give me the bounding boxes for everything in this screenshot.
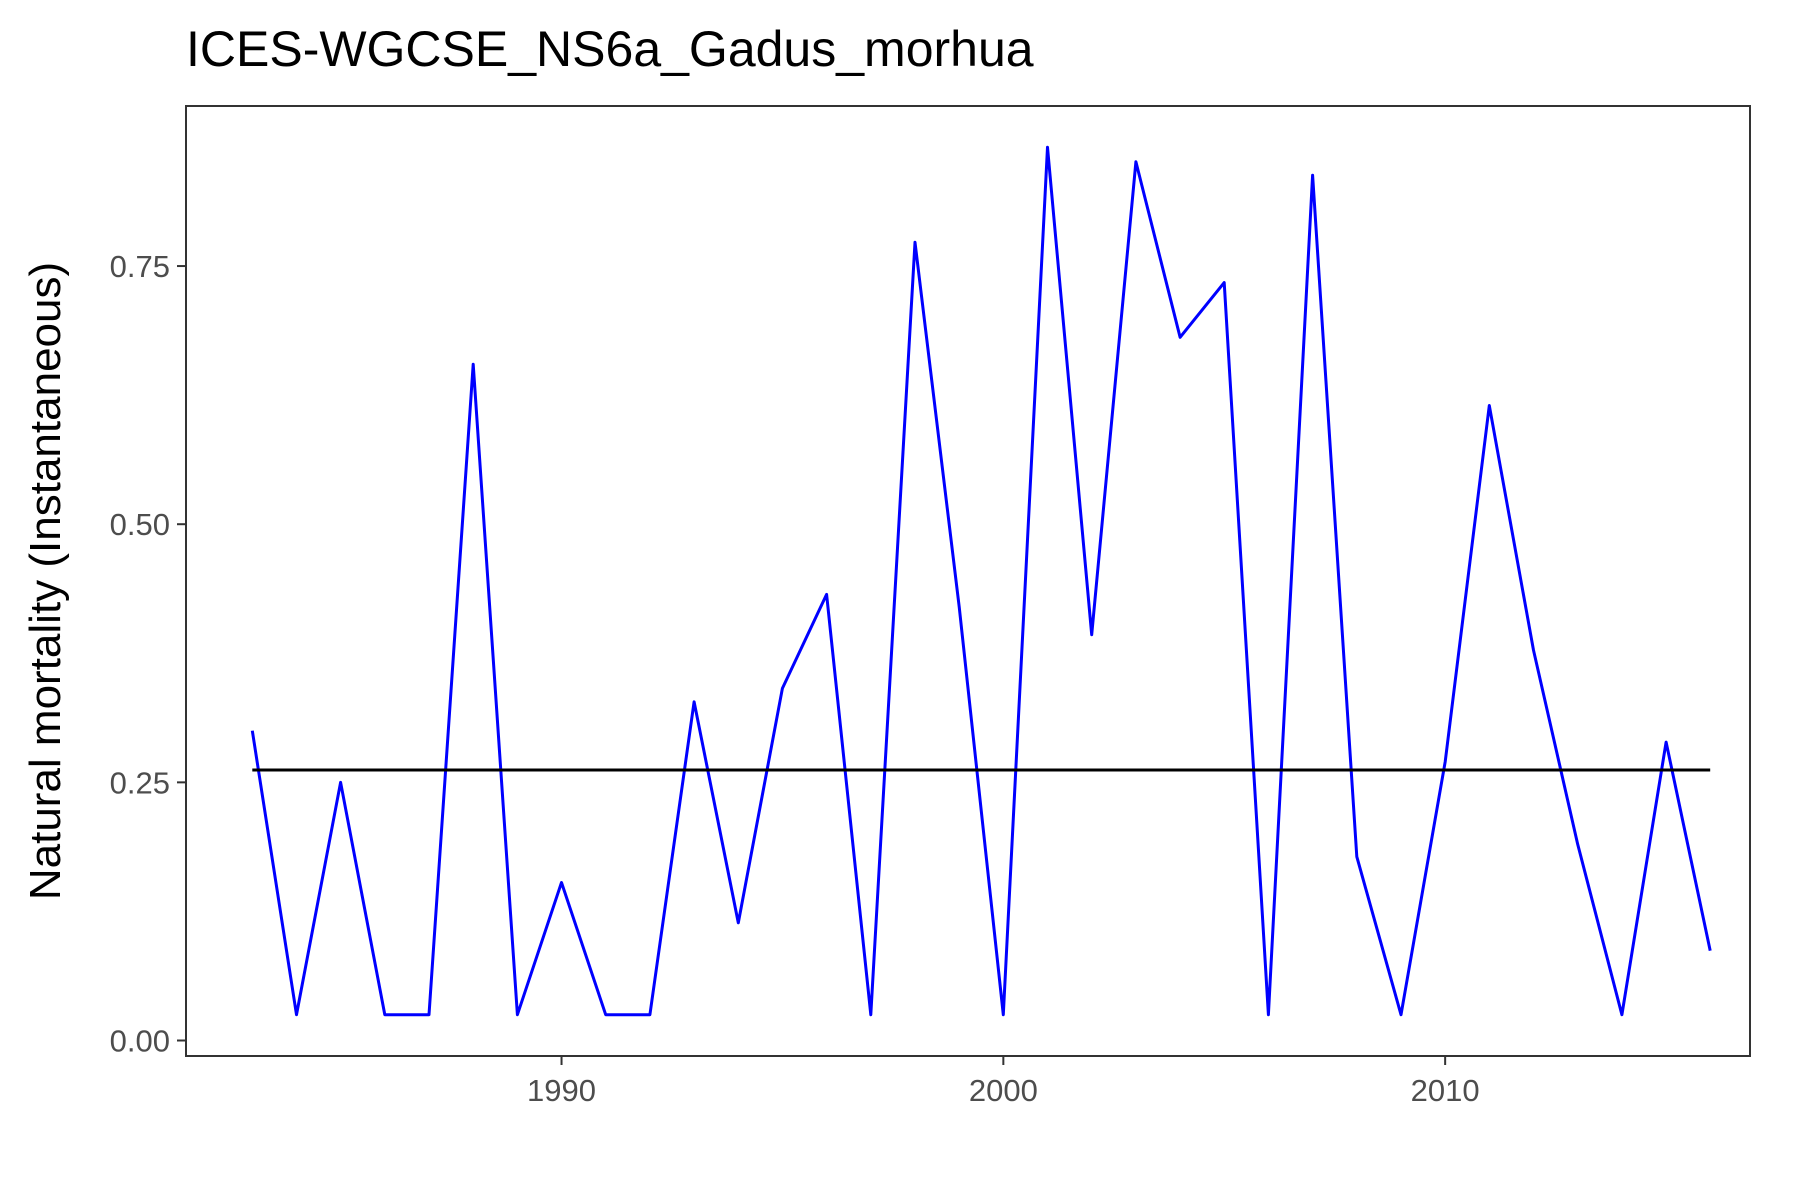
x-tick-label: 1990 bbox=[527, 1073, 596, 1108]
y-tick-label: 0.75 bbox=[110, 249, 170, 284]
x-axis: 1990 2000 2010 bbox=[527, 1056, 1480, 1108]
plot-panel bbox=[185, 105, 1751, 1057]
series-line-mortality bbox=[250, 145, 1712, 1017]
y-axis-label: Natural mortality (Instantaneous) bbox=[21, 262, 70, 900]
y-axis: 0.00 0.25 0.50 0.75 bbox=[110, 249, 186, 1059]
y-tick-label: 0.25 bbox=[110, 765, 170, 800]
x-tick-label: 2000 bbox=[969, 1073, 1038, 1108]
series-layer bbox=[250, 145, 1712, 1017]
y-tick-label: 0.00 bbox=[110, 1024, 170, 1059]
chart-title: ICES-WGCSE_NS6a_Gadus_morhua bbox=[186, 21, 1034, 77]
y-tick-label: 0.50 bbox=[110, 507, 170, 542]
x-tick-label: 2010 bbox=[1411, 1073, 1480, 1108]
